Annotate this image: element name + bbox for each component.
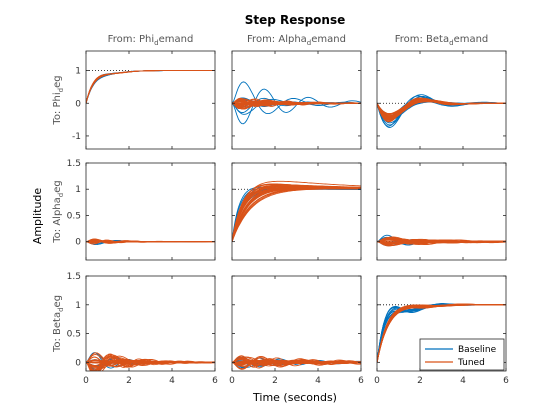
tuned-response-line	[86, 359, 215, 368]
subplot-r3-c3: 0 2 4 6	[374, 275, 509, 386]
tuned-response-line	[232, 358, 361, 366]
y-axis-label: Amplitude	[31, 188, 44, 245]
response-curves	[377, 303, 506, 363]
tuned-response-line	[232, 184, 361, 242]
response-curves	[377, 94, 506, 128]
y-tick-label: 1	[75, 67, 81, 77]
baseline-response-line	[232, 188, 361, 242]
tuned-response-line	[232, 356, 361, 370]
y-tick-label: 0.5	[67, 211, 81, 221]
baseline-response-line	[377, 96, 506, 126]
x-tick-label: 0	[83, 376, 89, 386]
y-tick-label: 1.5	[67, 159, 81, 169]
chart-title: Step Response	[245, 13, 345, 27]
subplot-r1-c3	[376, 50, 507, 150]
axes-box	[231, 275, 362, 372]
legend-label-baseline: Baseline	[458, 345, 497, 355]
x-tick-label: 4	[460, 376, 466, 386]
subplot-r2-c3	[376, 162, 507, 261]
legend-label-tuned: Tuned	[457, 358, 485, 368]
tuned-response-line	[232, 188, 361, 242]
subplot-r2-c1: 0 0.5 1 1.5	[67, 159, 216, 261]
y-tick-label: 1	[75, 301, 81, 311]
y-tick-label: 1	[75, 185, 81, 195]
legend-box	[419, 338, 505, 371]
tuned-response-line	[377, 303, 506, 363]
tuned-response-line	[232, 184, 361, 242]
subplot-r3-c2: 0 2 4 6	[229, 275, 364, 386]
axes-box	[85, 50, 216, 150]
column-label-3: From: Betademand	[395, 34, 489, 47]
response-curves	[232, 81, 361, 125]
y-tick-label: 1.5	[67, 272, 81, 282]
subplot-r1-c1: -1 0 1	[72, 50, 216, 150]
axes-box	[376, 275, 507, 372]
x-tick-label: 0	[374, 376, 380, 386]
tuned-response-line	[86, 70, 215, 104]
x-tick-label: 4	[315, 376, 321, 386]
x-tick-label: 4	[169, 376, 175, 386]
x-tick-label: 6	[358, 376, 364, 386]
response-curves	[232, 355, 361, 370]
response-curves	[86, 352, 215, 371]
y-tick-label: 0.5	[67, 330, 81, 340]
x-axis-label: Time (seconds)	[252, 391, 337, 404]
y-tick-label: 0	[75, 238, 81, 248]
subplot-r3-c1: 0 2 4 6 0 0.5 1 1.5	[67, 272, 218, 386]
row-label-2: To: Alphadeg	[52, 180, 65, 243]
legend: Baseline Tuned	[419, 338, 505, 371]
subplot-r2-c2	[231, 162, 362, 261]
response-curves	[86, 70, 215, 104]
response-curves	[86, 238, 215, 246]
x-tick-label: 6	[503, 376, 509, 386]
column-label-1: From: Phidemand	[108, 34, 194, 47]
x-tick-label: 2	[126, 376, 132, 386]
row-label-1: To: Phideg	[52, 75, 65, 125]
x-tick-label: 6	[212, 376, 218, 386]
y-tick-label: -1	[72, 132, 81, 142]
axes-box	[231, 162, 362, 261]
x-tick-label: 0	[229, 376, 235, 386]
y-tick-label: 0	[75, 99, 81, 109]
tuned-response-line	[377, 98, 506, 119]
axes-box	[376, 162, 507, 261]
tuned-response-line	[377, 240, 506, 243]
x-tick-label: 2	[417, 376, 423, 386]
axes-box	[376, 50, 507, 150]
tuned-response-line	[232, 97, 361, 108]
axes-box	[85, 162, 216, 261]
response-curves	[232, 180, 361, 242]
axes-box	[231, 50, 362, 150]
y-tick-label: 0	[75, 358, 81, 368]
tuned-response-line	[86, 239, 215, 244]
row-label-3: To: Betadeg	[52, 295, 65, 353]
column-label-2: From: Alphademand	[247, 34, 346, 47]
axes-box	[85, 275, 216, 372]
x-tick-label: 2	[272, 376, 278, 386]
tuned-response-line	[232, 100, 361, 108]
response-curves	[377, 234, 506, 247]
tuned-response-line	[232, 187, 361, 242]
subplot-r1-c2	[231, 50, 362, 150]
